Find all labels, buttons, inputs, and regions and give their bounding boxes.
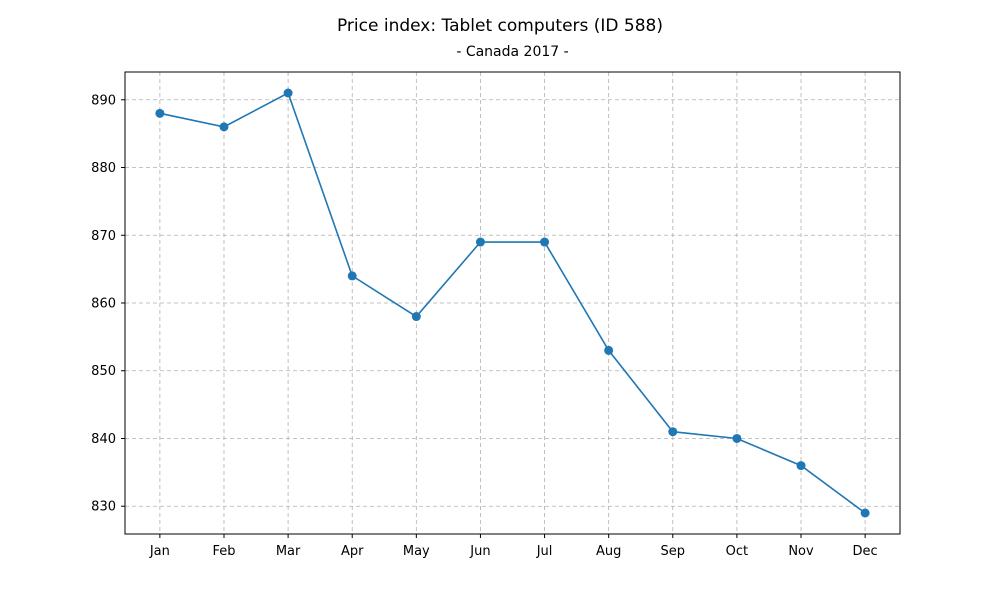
grid-layer	[125, 72, 900, 534]
data-point	[540, 237, 550, 247]
data-point	[860, 508, 870, 518]
x-tick-label: Nov	[788, 544, 814, 559]
data-point	[347, 271, 357, 281]
data-point	[155, 108, 165, 118]
y-tick-label: 890	[91, 93, 116, 108]
data-point	[475, 237, 485, 247]
x-axis: Jan Feb Mar Apr May Jun Jul Aug Sep Oct Nov Dec	[149, 534, 878, 559]
x-tick-label: Aug	[596, 544, 621, 559]
data-point	[283, 88, 293, 98]
data-point	[604, 345, 614, 355]
data-point	[411, 312, 421, 322]
x-tick-label: Jun	[469, 544, 490, 559]
y-tick-label: 830	[91, 500, 116, 515]
y-axis: 830 840 850 860 870 880 890	[91, 93, 125, 515]
series-layer	[155, 88, 870, 518]
data-point	[732, 433, 742, 443]
series-line	[159, 91, 866, 514]
data-point	[219, 122, 229, 132]
chart-title: Price index: Tablet computers (ID 588)	[336, 16, 663, 36]
x-tick-label: Apr	[341, 544, 364, 559]
x-tick-label: Sep	[661, 544, 686, 559]
y-tick-label: 840	[91, 432, 116, 447]
x-tick-label: Jan	[149, 544, 170, 559]
x-tick-label: Dec	[853, 544, 878, 559]
x-tick-label: May	[403, 544, 430, 559]
x-tick-label: Mar	[276, 544, 301, 559]
x-tick-label: Feb	[212, 544, 235, 559]
chart-subtitle: - Canada 2017 -	[456, 44, 569, 60]
data-point	[796, 461, 806, 471]
y-tick-label: 860	[91, 297, 116, 312]
x-tick-label: Jul	[536, 544, 553, 559]
x-tick-label: Oct	[726, 544, 748, 559]
data-point	[668, 427, 678, 437]
y-tick-label: 880	[91, 161, 116, 176]
y-tick-label: 870	[91, 229, 116, 244]
y-tick-label: 850	[91, 364, 116, 379]
